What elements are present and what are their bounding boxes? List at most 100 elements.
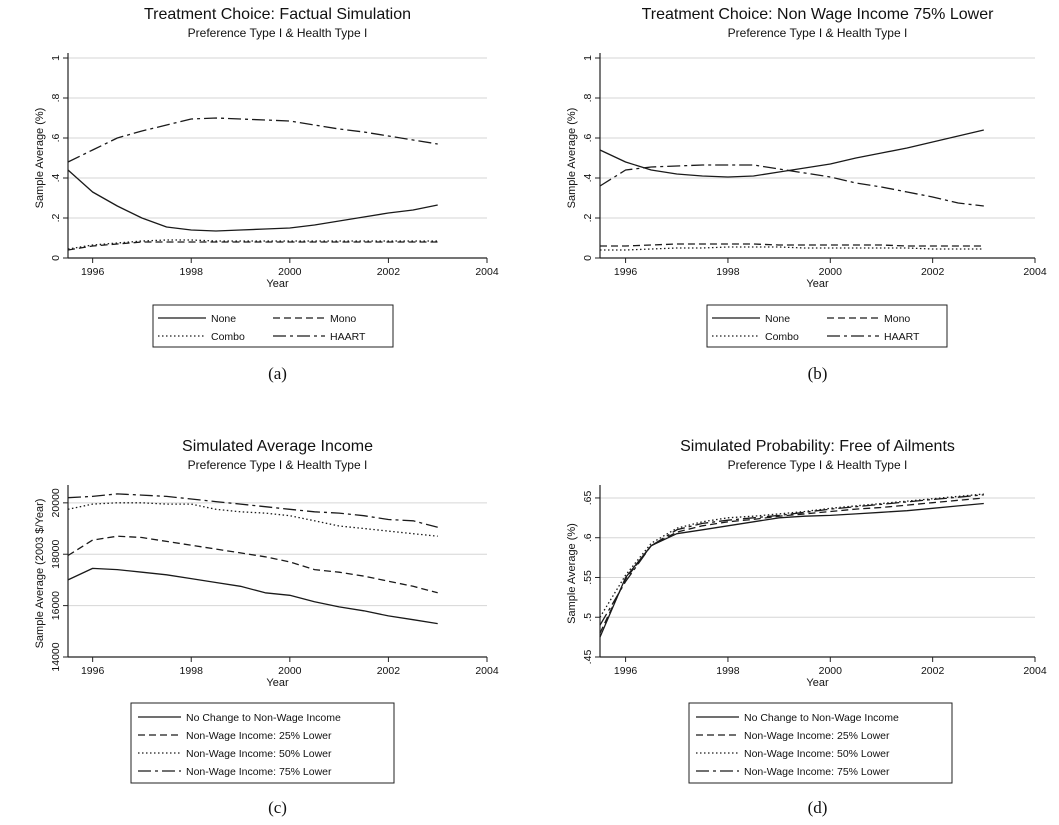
legend-label: Non-Wage Income: 25% Lower	[744, 730, 890, 742]
x-tick-label: 2000	[819, 665, 843, 677]
legend-label: None	[211, 313, 236, 325]
legend-box	[688, 702, 953, 784]
series-line-no-change-to-non-wage-income	[67, 567, 438, 625]
x-tick-label: 1996	[81, 266, 105, 278]
legend-label: Combo	[211, 331, 245, 343]
y-tick-label: .4	[50, 173, 62, 182]
y-tick-label: 14000	[50, 642, 62, 671]
x-axis-label: Year	[806, 278, 829, 290]
chart-subtitle: Preference Type I & Health Type I	[188, 458, 368, 472]
y-tick-label: 16000	[50, 591, 62, 620]
y-tick-label: .6	[582, 533, 594, 542]
legend-label: HAART	[884, 331, 920, 343]
legend-label: None	[765, 313, 790, 325]
y-axis-label: Sample Average (%)	[34, 108, 46, 209]
legend-label: Non-Wage Income: 25% Lower	[186, 730, 332, 742]
legend-box	[706, 304, 948, 348]
legend-label: Combo	[765, 331, 799, 343]
x-tick-label: 1996	[614, 665, 638, 677]
y-axis-label: Sample Average (%)	[566, 108, 578, 209]
y-tick-label: .5	[582, 613, 594, 622]
chart-subtitle: Preference Type I & Health Type I	[188, 26, 368, 40]
x-axis-label: Year	[266, 677, 289, 689]
series-line-non-wage-income-75-lower	[67, 493, 438, 528]
x-tick-label: 2000	[278, 266, 302, 278]
series-line-non-wage-income-50-lower	[599, 493, 984, 618]
series-line-mono	[67, 241, 438, 251]
chart-subtitle: Preference Type I & Health Type I	[728, 26, 908, 40]
y-tick-label: 20000	[50, 488, 62, 517]
y-tick-label: .6	[582, 133, 594, 142]
chart-title: Treatment Choice: Factual Simulation	[144, 6, 411, 23]
y-tick-label: .6	[50, 133, 62, 142]
series-line-haart	[599, 164, 984, 207]
x-tick-label: 2000	[819, 266, 843, 278]
chart-title: Treatment Choice: Non Wage Income 75% Lo…	[642, 6, 995, 23]
y-tick-label: 1	[582, 55, 594, 61]
chart-title: Simulated Probability: Free of Ailments	[680, 438, 955, 455]
legend-label: Non-Wage Income: 50% Lower	[744, 748, 890, 760]
panel-caption: (b)	[808, 364, 828, 383]
series-line-non-wage-income-75-lower	[599, 494, 984, 626]
x-tick-label: 2002	[377, 665, 401, 677]
legend-label: No Change to Non-Wage Income	[186, 712, 341, 724]
panel-caption: (d)	[808, 798, 828, 817]
series-line-no-change-to-non-wage-income	[599, 502, 984, 638]
series-line-combo	[600, 246, 984, 251]
series-line-haart	[67, 117, 438, 163]
chart-panel-1: Treatment Choice: Factual Simulation Pref…	[34, 6, 499, 383]
y-tick-label: .2	[50, 213, 62, 222]
x-tick-label: 2000	[278, 665, 302, 677]
legend-label: Mono	[884, 313, 910, 325]
y-tick-label: .8	[582, 93, 594, 102]
panel-caption: (c)	[268, 798, 287, 817]
x-tick-label: 2004	[475, 665, 499, 677]
x-tick-label: 2002	[377, 266, 401, 278]
y-axis-label: Sample Average (2003 $/Year)	[34, 499, 46, 649]
y-tick-label: .4	[582, 173, 594, 182]
x-tick-label: 2004	[1023, 266, 1047, 278]
x-tick-label: 1998	[716, 665, 740, 677]
y-tick-label: 0	[582, 255, 594, 261]
chart-panel-4: Simulated Probability: Free of Ailments P…	[566, 438, 1047, 817]
series-line-non-wage-income-25-lower	[67, 535, 438, 594]
x-tick-label: 2004	[1023, 665, 1047, 677]
chart-panel-3: Simulated Average Income Preference Type …	[34, 438, 499, 817]
legend-box	[152, 304, 394, 348]
x-tick-label: 1998	[716, 266, 740, 278]
chart-title: Simulated Average Income	[182, 438, 373, 455]
chart-subtitle: Preference Type I & Health Type I	[728, 458, 908, 472]
y-tick-label: .65	[582, 491, 594, 506]
series-line-mono	[600, 243, 984, 247]
x-tick-label: 2002	[921, 266, 945, 278]
legend-label: Non-Wage Income: 50% Lower	[186, 748, 332, 760]
y-tick-label: .55	[582, 570, 594, 585]
x-tick-label: 1998	[180, 665, 204, 677]
series-line-none	[67, 169, 438, 232]
legend-box	[130, 702, 395, 784]
legend-label: HAART	[330, 331, 366, 343]
panel-caption: (a)	[268, 364, 287, 383]
legend-label: Mono	[330, 313, 356, 325]
legend-label: Non-Wage Income: 75% Lower	[744, 766, 890, 778]
x-axis-label: Year	[266, 278, 289, 290]
y-tick-label: 0	[50, 255, 62, 261]
x-axis-label: Year	[806, 677, 829, 689]
x-tick-label: 1996	[81, 665, 105, 677]
y-axis-label: Sample Average (%)	[566, 523, 578, 624]
x-tick-label: 1996	[614, 266, 638, 278]
legend: No Change to Non-Wage Income Non-Wage Inc…	[130, 702, 395, 784]
y-tick-label: 18000	[50, 539, 62, 568]
legend: No Change to Non-Wage Income Non-Wage Inc…	[688, 702, 953, 784]
y-tick-label: 1	[50, 55, 62, 61]
legend-label: No Change to Non-Wage Income	[744, 712, 899, 724]
series-line-non-wage-income-50-lower	[67, 502, 438, 537]
series-line-combo	[67, 239, 438, 250]
x-tick-label: 1998	[180, 266, 204, 278]
series-line-non-wage-income-25-lower	[599, 497, 984, 634]
legend: None Mono Combo HAART	[706, 304, 948, 348]
legend: None Mono Combo HAART	[152, 304, 394, 348]
series-line-none	[599, 129, 984, 178]
x-tick-label: 2004	[475, 266, 499, 278]
